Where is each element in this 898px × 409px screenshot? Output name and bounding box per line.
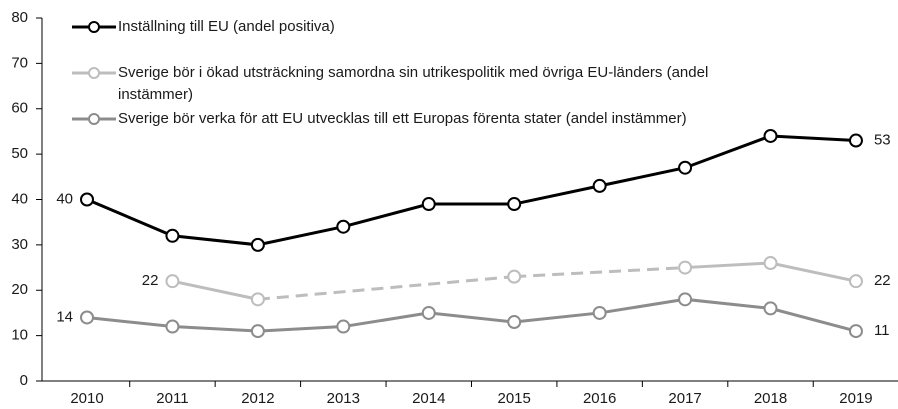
marker <box>336 219 351 234</box>
marker <box>678 160 693 175</box>
marker <box>250 292 265 307</box>
marker <box>80 192 94 207</box>
y-tick-label: 50 <box>11 145 28 162</box>
marker <box>165 274 180 289</box>
data-label: 11 <box>874 322 890 339</box>
data-label: 22 <box>142 272 159 289</box>
marker <box>250 237 265 252</box>
series-line <box>86 297 857 333</box>
legend-label: Sverige bör i ökad utsträckning samordna… <box>118 64 709 103</box>
legend-marker <box>88 113 100 125</box>
marker <box>763 128 778 143</box>
marker <box>507 315 522 330</box>
x-tick-label: 2013 <box>327 390 360 407</box>
y-tick-label: 10 <box>11 327 28 344</box>
y-tick-label: 80 <box>11 9 28 26</box>
legend-marker <box>88 21 100 33</box>
x-tick-label: 2018 <box>754 390 787 407</box>
x-tick-label: 2014 <box>412 390 445 407</box>
x-tick-label: 2019 <box>839 390 872 407</box>
marker <box>421 305 436 320</box>
y-tick-label: 40 <box>11 190 28 207</box>
marker <box>763 256 778 271</box>
marker <box>165 228 180 243</box>
data-label: 22 <box>874 272 891 289</box>
y-tick-label: 70 <box>11 54 28 71</box>
marker <box>336 319 351 334</box>
x-tick-label: 2015 <box>498 390 531 407</box>
y-tick-label: 0 <box>20 372 28 389</box>
x-tick-label: 2011 <box>156 390 188 407</box>
data-label: 14 <box>56 308 73 325</box>
marker <box>507 269 522 284</box>
data-label: 53 <box>874 131 891 148</box>
x-tick-label: 2012 <box>241 390 274 407</box>
marker <box>848 274 863 289</box>
y-tick-label: 30 <box>11 236 28 253</box>
marker <box>592 305 607 320</box>
y-tick-label: 60 <box>11 100 28 117</box>
marker <box>848 133 863 148</box>
series-line <box>86 134 857 247</box>
legend-label: Sverige bör verka för att EU utvecklas t… <box>118 110 687 127</box>
x-tick-label: 2010 <box>70 390 103 407</box>
x-tick-label: 2017 <box>668 390 701 407</box>
marker <box>507 197 522 212</box>
gap-bridge <box>514 266 686 279</box>
marker <box>763 301 778 316</box>
gap-bridge <box>257 275 515 301</box>
marker <box>678 260 693 275</box>
marker <box>421 197 436 212</box>
marker <box>592 178 607 193</box>
legend-marker <box>88 67 100 79</box>
legend-label: Inställning till EU (andel positiva) <box>118 18 335 35</box>
marker <box>80 310 94 325</box>
marker <box>848 324 863 339</box>
series-line <box>172 279 259 301</box>
marker <box>678 292 693 307</box>
y-tick-label: 20 <box>11 281 28 298</box>
data-label: 40 <box>56 190 73 207</box>
marker <box>250 324 265 339</box>
x-tick-label: 2016 <box>583 390 616 407</box>
marker <box>165 319 180 334</box>
